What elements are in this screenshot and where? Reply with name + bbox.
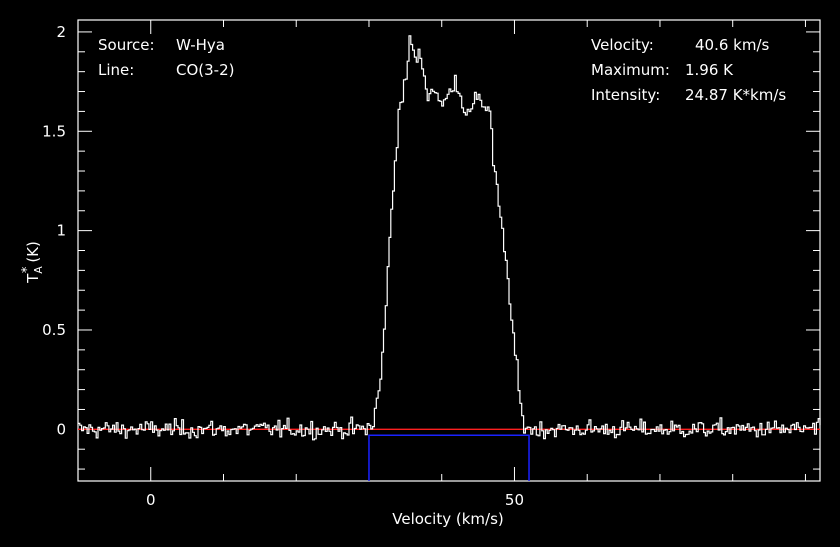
y-axis-label-unit: (K) <box>24 241 42 263</box>
velocity-label: Velocity: <box>591 36 654 54</box>
line-label: Line: <box>98 61 134 79</box>
spectrum-group <box>78 35 821 441</box>
intensity-label: Intensity: <box>591 86 660 104</box>
maximum-label: Maximum: <box>591 61 670 79</box>
tick-labels: 0 50 0 0.5 1 1.5 2 <box>42 23 524 509</box>
line-value: CO(3-2) <box>176 61 234 79</box>
y-tick-label: 0.5 <box>42 321 66 339</box>
source-annotation: Source: W-Hya Line: CO(3-2) <box>98 36 234 79</box>
y-axis-label-sub: A <box>32 266 45 274</box>
y-axis-label-main: T <box>24 273 42 284</box>
y-tick-label: 1 <box>56 222 66 240</box>
y-tick-label: 1.5 <box>42 122 66 140</box>
y-tick-label: 0 <box>56 420 66 438</box>
y-axis-label: TA* (K) <box>20 241 45 284</box>
source-value: W-Hya <box>176 36 225 54</box>
x-axis-label: Velocity (km/s) <box>392 510 503 528</box>
stats-annotation: Velocity: 40.6 km/s Maximum: 1.96 K Inte… <box>591 36 786 104</box>
velocity-value: 40.6 km/s <box>695 36 770 54</box>
intensity-value: 24.87 K*km/s <box>685 86 786 104</box>
line-window-group <box>368 434 530 481</box>
axes <box>77 19 821 482</box>
x-tick-label: 50 <box>505 491 524 509</box>
source-label: Source: <box>98 36 155 54</box>
x-tick-label: 0 <box>146 491 156 509</box>
spectrum-line <box>78 35 821 441</box>
y-axis-label-sup: * <box>20 266 35 273</box>
line-window <box>368 434 530 481</box>
maximum-value: 1.96 K <box>685 61 734 79</box>
y-tick-label: 2 <box>56 23 66 41</box>
